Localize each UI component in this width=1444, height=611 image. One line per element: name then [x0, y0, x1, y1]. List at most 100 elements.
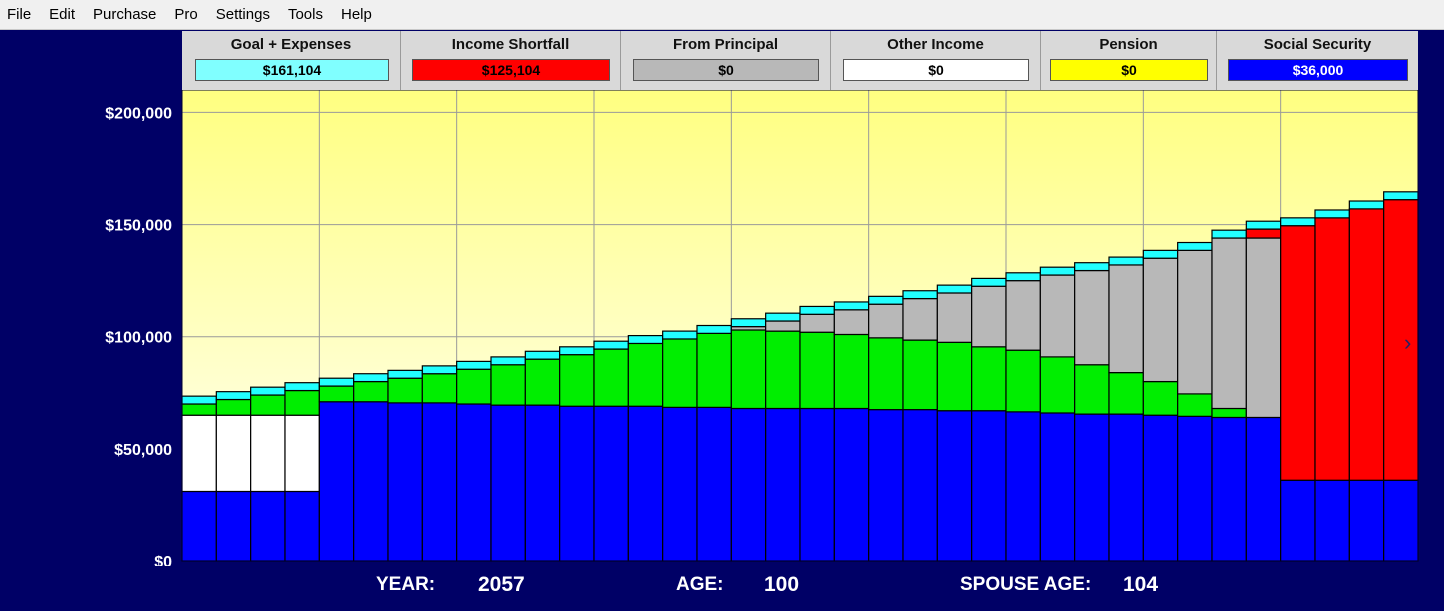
bar-segment-expenses-top — [833, 301, 870, 311]
bar-segment-from-principal — [1039, 274, 1076, 358]
legend-value-swatch: $0 — [843, 59, 1029, 81]
bar-16[interactable] — [696, 324, 732, 562]
bar-segment-pension-gap — [490, 364, 526, 406]
bar-1[interactable] — [181, 395, 217, 562]
bar-29[interactable] — [1142, 249, 1179, 562]
bar-34[interactable] — [1314, 209, 1350, 562]
bar-segment-pension-gap — [1005, 349, 1041, 413]
menu-file[interactable]: File — [7, 5, 32, 23]
legend-pension[interactable]: Pension $0 — [1041, 31, 1217, 90]
bar-27[interactable] — [1074, 262, 1110, 562]
bar-segment-social-security — [902, 409, 938, 562]
bar-segment-social-security — [1108, 413, 1144, 562]
chevron-right-icon[interactable]: › — [1404, 330, 1412, 355]
menu-pro[interactable]: Pro — [174, 5, 198, 23]
bar-3[interactable] — [250, 386, 286, 562]
bar-segment-from-principal — [1108, 264, 1144, 374]
bar-segment-expenses-top — [1245, 220, 1282, 230]
legend-from-principal[interactable]: From Principal $0 — [621, 31, 831, 90]
bar-segment-pension-gap — [627, 342, 664, 407]
bar-segment-other-income — [284, 414, 320, 493]
bar-segment-pension-gap — [1108, 372, 1144, 415]
bar-6[interactable] — [353, 373, 389, 562]
bar-22[interactable] — [902, 290, 938, 562]
bar-28[interactable] — [1108, 256, 1144, 562]
bar-9[interactable] — [456, 360, 492, 562]
legend-income-shortfall[interactable]: Income Shortfall $125,104 — [401, 31, 621, 90]
bar-7[interactable] — [387, 369, 423, 562]
bar-33[interactable] — [1280, 217, 1316, 562]
bar-8[interactable] — [421, 365, 458, 562]
legend-value-swatch: $161,104 — [195, 59, 389, 81]
bar-10[interactable] — [490, 356, 526, 562]
bar-segment-expenses-top — [627, 334, 664, 345]
bar-segment-social-security — [318, 401, 355, 562]
legend-social-security[interactable]: Social Security $36,000 — [1217, 31, 1418, 90]
bar-31[interactable] — [1211, 229, 1247, 562]
bar-segment-expenses-top — [490, 356, 526, 366]
bar-23[interactable] — [936, 284, 973, 562]
bar-segment-social-security — [1039, 412, 1076, 562]
bar-segment-social-security — [1177, 415, 1213, 562]
spouse-age-value: 104 — [1123, 573, 1159, 596]
bar-segment-expenses-top — [1348, 200, 1385, 210]
bar-17[interactable] — [730, 318, 767, 562]
bar-26[interactable] — [1039, 266, 1076, 562]
bar-35[interactable] — [1348, 200, 1385, 562]
y-tick-label: $100,000 — [105, 330, 172, 347]
bar-segment-social-security — [696, 406, 732, 562]
year-label: YEAR: — [376, 574, 436, 595]
bar-segment-from-principal — [765, 320, 801, 332]
bar-11[interactable] — [524, 350, 561, 562]
legend-other-income[interactable]: Other Income $0 — [831, 31, 1041, 90]
menu-edit[interactable]: Edit — [49, 5, 76, 23]
bar-segment-from-principal — [799, 313, 835, 333]
menu-help[interactable]: Help — [340, 5, 372, 23]
age-label: AGE: — [676, 574, 724, 595]
bar-segment-from-principal — [1211, 237, 1247, 410]
bar-segment-expenses-top — [971, 277, 1007, 287]
menu-tools[interactable]: Tools — [287, 5, 323, 23]
bar-18[interactable] — [765, 312, 801, 562]
bar-15[interactable] — [662, 330, 698, 562]
bar-segment-social-security — [1074, 413, 1110, 562]
bar-20[interactable] — [833, 301, 870, 562]
bar-segment-other-income — [181, 414, 217, 493]
bar-12[interactable] — [559, 346, 595, 562]
bar-32[interactable] — [1245, 220, 1282, 562]
bar-segment-expenses-top — [250, 386, 286, 396]
bar-13[interactable] — [593, 340, 629, 562]
bar-4[interactable] — [284, 382, 320, 562]
legend-title: Income Shortfall — [451, 36, 570, 53]
menu-purchase[interactable]: Purchase — [93, 5, 157, 23]
bar-segment-expenses-top — [1211, 229, 1247, 239]
bar-30[interactable] — [1177, 241, 1213, 562]
bar-segment-social-security — [1348, 479, 1385, 562]
bar-segment-pension-gap — [902, 339, 938, 411]
bar-segment-pension-gap — [936, 341, 973, 412]
bar-segment-from-principal — [833, 309, 870, 336]
bar-segment-social-security — [490, 404, 526, 562]
legend-value-swatch: $36,000 — [1228, 59, 1408, 81]
bar-24[interactable] — [971, 277, 1007, 562]
bar-segment-pension-gap — [799, 331, 835, 410]
bar-segment-expenses-top — [593, 340, 629, 350]
bar-segment-expenses-top — [215, 391, 252, 401]
bar-segment-social-security — [1142, 414, 1179, 562]
bar-segment-pension-gap — [765, 330, 801, 410]
bar-19[interactable] — [799, 305, 835, 562]
bar-21[interactable] — [868, 295, 904, 562]
bar-segment-expenses-top — [353, 373, 389, 383]
bar-25[interactable] — [1005, 272, 1041, 562]
bar-36[interactable] — [1383, 191, 1419, 562]
menu-settings[interactable]: Settings — [215, 5, 270, 23]
bar-segment-expenses-top — [181, 395, 217, 405]
bar-2[interactable] — [215, 391, 252, 562]
bar-segment-pension-gap — [593, 348, 629, 407]
legend-goal-expenses[interactable]: Goal + Expenses $161,104 — [182, 31, 401, 90]
bar-segment-social-security — [421, 402, 458, 562]
bar-5[interactable] — [318, 377, 355, 562]
bar-segment-social-security — [1005, 411, 1041, 562]
bar-segment-pension-gap — [284, 389, 320, 416]
bar-14[interactable] — [627, 334, 664, 562]
